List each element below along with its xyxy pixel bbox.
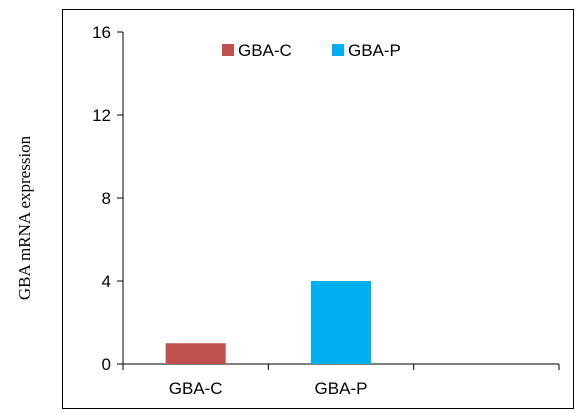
legend: GBA-C GBA-P — [222, 41, 401, 60]
legend-label: GBA-C — [238, 41, 292, 60]
bar-gba-p — [311, 281, 371, 364]
y-tick-label: 4 — [102, 272, 111, 291]
legend-swatch — [332, 44, 344, 56]
y-tick-label: 0 — [102, 355, 111, 374]
x-tick-label: GBA-C — [169, 379, 223, 398]
bars — [165, 281, 371, 364]
legend-swatch — [222, 44, 234, 56]
chart-frame — [62, 9, 574, 409]
y-axis-label: GBA mRNA expression — [15, 135, 34, 300]
x-tick-label: GBA-P — [315, 379, 368, 398]
y-tick-label: 8 — [102, 189, 111, 208]
bar-gba-c — [165, 343, 226, 364]
y-tick-label: 16 — [92, 23, 111, 42]
y-tick-label: 12 — [92, 106, 111, 125]
tick-labels: 0 4 8 12 16 GBA-C GBA-P — [92, 23, 367, 398]
legend-label: GBA-P — [348, 41, 401, 60]
